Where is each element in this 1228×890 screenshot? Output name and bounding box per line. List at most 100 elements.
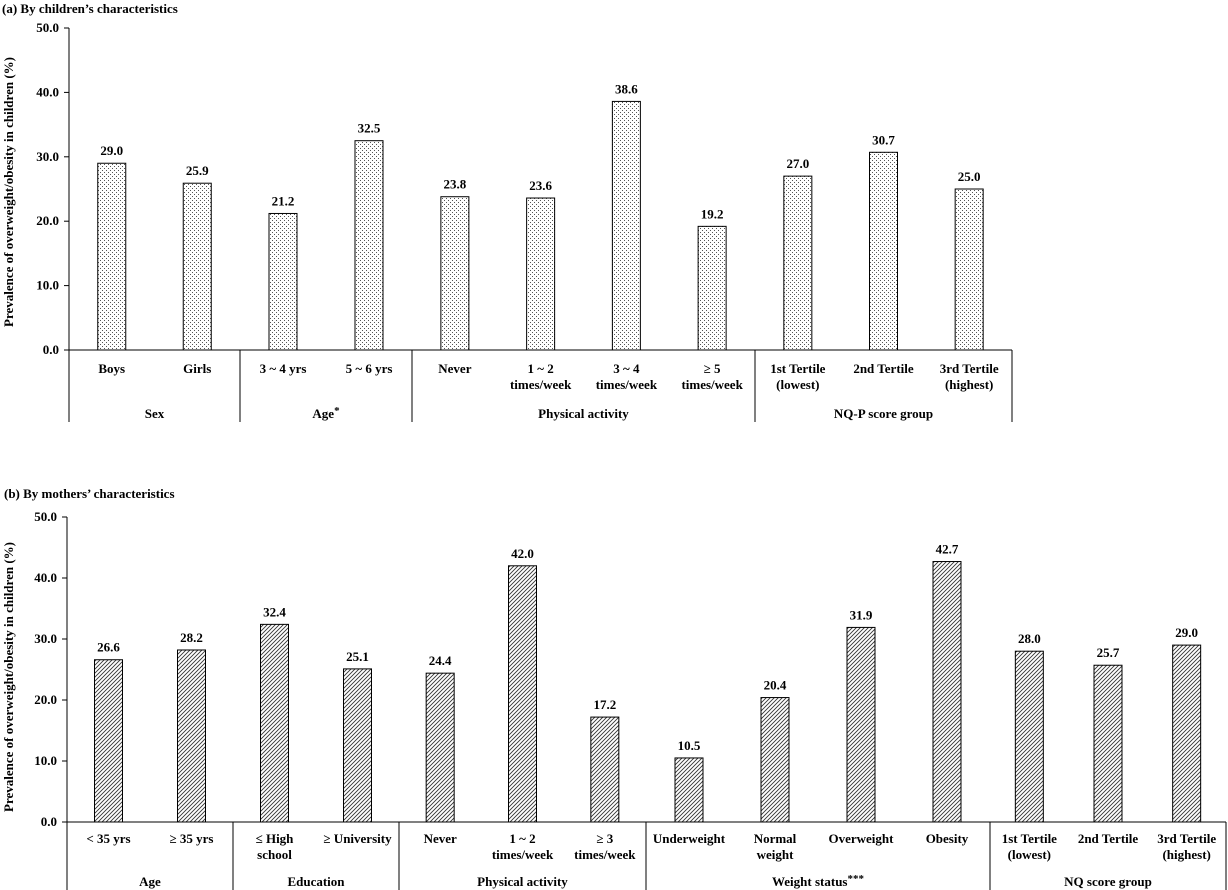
- category-label: times/week: [510, 377, 572, 392]
- category-label: 2nd Tertile: [1078, 831, 1139, 846]
- group-label: Age*: [312, 405, 340, 421]
- data-label: 10.5: [678, 738, 701, 753]
- group-label-text: Physical activity: [538, 406, 629, 421]
- y-tick-label: 30.0: [34, 631, 57, 646]
- category-label: times/week: [596, 377, 658, 392]
- y-tick-label: 0.0: [41, 814, 57, 829]
- category-label: 3rd Tertile: [1157, 831, 1216, 846]
- category-label: ≥ 3: [596, 831, 613, 846]
- data-label: 30.7: [872, 132, 895, 147]
- category-label: Obesity: [926, 831, 969, 846]
- group-label-text: Weight status: [772, 874, 847, 889]
- group-label: Age: [139, 874, 161, 889]
- data-label: 25.7: [1097, 645, 1120, 660]
- y-tick-label: 40.0: [34, 570, 57, 585]
- category-label: Normal: [754, 831, 797, 846]
- data-label: 32.4: [263, 604, 286, 619]
- data-label: 25.9: [186, 163, 209, 178]
- category-label: 3rd Tertile: [940, 361, 999, 376]
- group-label: Physical activity: [538, 406, 629, 421]
- bar: [611, 100, 641, 351]
- category-label: Boys: [98, 361, 125, 376]
- category-label: times/week: [492, 847, 554, 862]
- y-tick-label: 10.0: [34, 753, 57, 768]
- bar: [182, 182, 212, 351]
- bar: [1014, 650, 1044, 823]
- bar: [954, 188, 984, 351]
- bar: [932, 561, 962, 823]
- bar: [97, 162, 127, 351]
- bar: [674, 757, 704, 823]
- category-label: weight: [757, 847, 795, 862]
- data-label: 23.6: [529, 178, 552, 193]
- bar: [590, 716, 620, 823]
- group-label: Weight status***: [772, 873, 864, 889]
- category-label: times/week: [574, 847, 636, 862]
- bar: [354, 140, 384, 351]
- data-label: 21.2: [272, 193, 295, 208]
- bar: [343, 668, 372, 823]
- y-tick-label: 20.0: [36, 213, 59, 228]
- group-label-text: NQ score group: [1064, 874, 1152, 889]
- category-label: 3 ~ 4: [613, 361, 640, 376]
- category-label: 1st Tertile: [1002, 831, 1057, 846]
- bar: [177, 649, 206, 823]
- category-label: ≥ University: [323, 831, 392, 846]
- labels: 0.0 10.0 20.0 30.0 40.0 50.0 29.0 Boys 25.9 Girls…: [36, 20, 999, 421]
- category-label: (lowest): [776, 377, 819, 392]
- labels: 0.0 10.0 20.0 30.0 40.0 50.0 26.6 < 35 yrs 28.2 ≥…: [34, 509, 1216, 889]
- group-label-text: Education: [287, 874, 345, 889]
- category-label: Underweight: [653, 831, 726, 846]
- panel-title: (b) By mothers’ characteristics: [4, 486, 175, 501]
- data-label: 29.0: [100, 143, 123, 158]
- significance-mark: ***: [847, 873, 864, 885]
- data-label: 42.0: [511, 546, 534, 561]
- category-label: Overweight: [829, 831, 895, 846]
- bar: [508, 565, 537, 823]
- group-label: Education: [287, 874, 345, 889]
- category-label: ≥ 5: [704, 361, 721, 376]
- data-label: 26.6: [97, 640, 120, 655]
- group-label: NQ score group: [1064, 874, 1152, 889]
- y-tick-label: 10.0: [36, 278, 59, 293]
- bar: [1172, 644, 1202, 823]
- data-label: 20.4: [764, 678, 787, 693]
- group-label-text: NQ-P score group: [834, 406, 933, 421]
- panel-children: (a) By children’s characteristics Preval…: [1, 1, 1013, 422]
- y-tick-label: 20.0: [34, 692, 57, 707]
- category-label: 2nd Tertile: [853, 361, 914, 376]
- category-label: 1st Tertile: [770, 361, 825, 376]
- bar: [760, 697, 790, 823]
- bars: [94, 561, 1202, 823]
- category-label: Girls: [183, 361, 211, 376]
- data-label: 31.9: [850, 607, 873, 622]
- bar: [268, 212, 298, 351]
- significance-mark: *: [334, 405, 340, 417]
- data-label: 23.8: [444, 177, 467, 192]
- category-label: times/week: [681, 377, 743, 392]
- panel-title: (a) By children’s characteristics: [2, 1, 178, 16]
- category-label: ≤ High: [256, 831, 295, 846]
- data-label: 29.0: [1175, 625, 1198, 640]
- bar: [425, 672, 455, 823]
- y-axis-label: Prevalence of overweight/obesity in chil…: [1, 542, 16, 812]
- category-label: 5 ~ 6 yrs: [346, 361, 393, 376]
- category-label: 1 ~ 2: [509, 831, 535, 846]
- bar: [1093, 664, 1123, 823]
- data-label: 24.4: [429, 653, 452, 668]
- category-label: ≥ 35 yrs: [170, 831, 214, 846]
- data-label: 17.2: [593, 697, 616, 712]
- group-label-text: Age: [312, 406, 334, 421]
- y-tick-label: 50.0: [36, 20, 59, 35]
- category-label: (highest): [1162, 847, 1210, 862]
- y-axis-label: Prevalence of overweight/obesity in chil…: [1, 57, 16, 327]
- category-label: (highest): [945, 377, 993, 392]
- data-label: 28.2: [180, 630, 203, 645]
- y-tick-label: 30.0: [36, 149, 59, 164]
- data-label: 38.6: [615, 81, 638, 96]
- data-label: 25.1: [346, 649, 369, 664]
- group-label: NQ-P score group: [834, 406, 933, 421]
- bars: [97, 100, 984, 351]
- category-label: < 35 yrs: [86, 831, 130, 846]
